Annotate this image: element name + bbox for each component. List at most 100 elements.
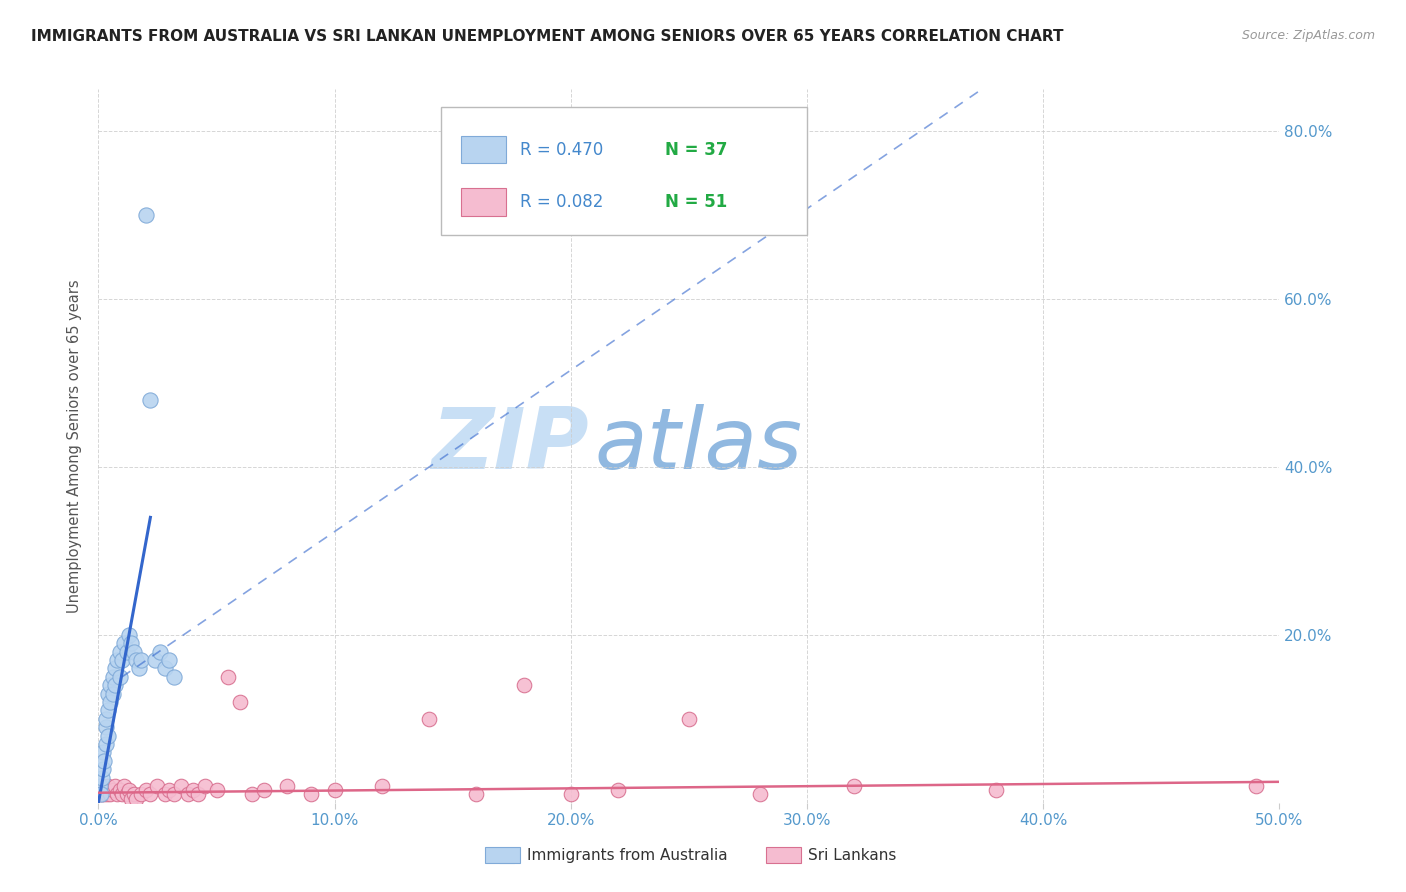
FancyBboxPatch shape [441, 107, 807, 235]
Point [108, 783, 131, 797]
Point [129, 653, 152, 667]
Point [560, 788, 582, 802]
Point [101, 783, 124, 797]
Text: □: □ [496, 847, 516, 866]
Point [844, 779, 866, 793]
Text: Immigrants from Australia: Immigrants from Australia [527, 848, 728, 863]
Point [96, 788, 118, 802]
Point [125, 653, 148, 667]
Point [108, 645, 131, 659]
Point [149, 645, 172, 659]
Point [371, 779, 394, 793]
Point [153, 661, 176, 675]
Point [93, 788, 115, 802]
Point [187, 788, 209, 802]
Text: atlas: atlas [595, 404, 803, 488]
Point [157, 653, 180, 667]
Point [748, 788, 770, 802]
FancyBboxPatch shape [461, 136, 506, 163]
Point [146, 779, 169, 793]
Point [128, 661, 150, 675]
Point [122, 788, 145, 802]
Point [177, 788, 200, 802]
Point [97, 779, 120, 793]
Point [163, 788, 186, 802]
Point [163, 670, 186, 684]
Point [323, 783, 346, 797]
Point [89, 779, 111, 793]
Point [607, 783, 630, 797]
Point [94, 783, 117, 797]
Point [89, 788, 111, 802]
Point [139, 392, 162, 407]
Text: N = 37: N = 37 [665, 141, 728, 159]
FancyBboxPatch shape [461, 188, 506, 216]
Text: Sri Lankans: Sri Lankans [808, 848, 897, 863]
Point [153, 788, 176, 802]
Point [94, 712, 117, 726]
Point [465, 788, 488, 802]
Point [217, 670, 239, 684]
Point [105, 653, 128, 667]
Point [112, 636, 135, 650]
Point [157, 783, 180, 797]
Point [299, 788, 322, 802]
Point [90, 783, 112, 797]
Point [115, 788, 138, 802]
Text: R = 0.470: R = 0.470 [520, 141, 603, 159]
Point [143, 653, 166, 667]
Point [97, 687, 120, 701]
Point [512, 678, 534, 692]
Point [104, 779, 127, 793]
Point [125, 791, 148, 805]
Text: ZIP: ZIP [430, 404, 589, 488]
Point [91, 746, 114, 760]
Point [170, 779, 193, 793]
Point [276, 779, 298, 793]
Point [240, 788, 263, 802]
Point [101, 687, 124, 701]
Point [194, 779, 217, 793]
Point [115, 645, 138, 659]
Point [94, 720, 117, 734]
Point [253, 783, 276, 797]
Point [418, 712, 440, 726]
Point [135, 208, 157, 222]
Text: IMMIGRANTS FROM AUSTRALIA VS SRI LANKAN UNEMPLOYMENT AMONG SENIORS OVER 65 YEARS: IMMIGRANTS FROM AUSTRALIA VS SRI LANKAN … [31, 29, 1063, 45]
Point [121, 791, 143, 805]
Point [98, 788, 121, 802]
Text: N = 51: N = 51 [665, 193, 727, 211]
Point [91, 779, 114, 793]
Point [984, 783, 1007, 797]
Point [111, 653, 134, 667]
Point [98, 678, 121, 692]
Point [121, 636, 143, 650]
Point [111, 788, 134, 802]
Point [205, 783, 228, 797]
Text: R = 0.082: R = 0.082 [520, 193, 603, 211]
Point [122, 645, 145, 659]
Point [118, 783, 141, 797]
Y-axis label: Unemployment Among Seniors over 65 years: Unemployment Among Seniors over 65 years [67, 279, 83, 613]
Point [97, 703, 120, 717]
Point [139, 788, 162, 802]
Point [1244, 779, 1267, 793]
Point [118, 628, 141, 642]
Point [229, 695, 252, 709]
Point [93, 754, 115, 768]
Point [104, 661, 127, 675]
Point [181, 783, 204, 797]
Point [105, 788, 128, 802]
Point [108, 670, 131, 684]
Point [112, 779, 135, 793]
Point [91, 788, 114, 802]
Point [94, 737, 117, 751]
Point [101, 670, 124, 684]
Point [91, 762, 114, 776]
Point [129, 788, 152, 802]
Point [97, 729, 120, 743]
Point [678, 712, 700, 726]
Point [104, 678, 127, 692]
Point [98, 695, 121, 709]
Text: Source: ZipAtlas.com: Source: ZipAtlas.com [1241, 29, 1375, 43]
